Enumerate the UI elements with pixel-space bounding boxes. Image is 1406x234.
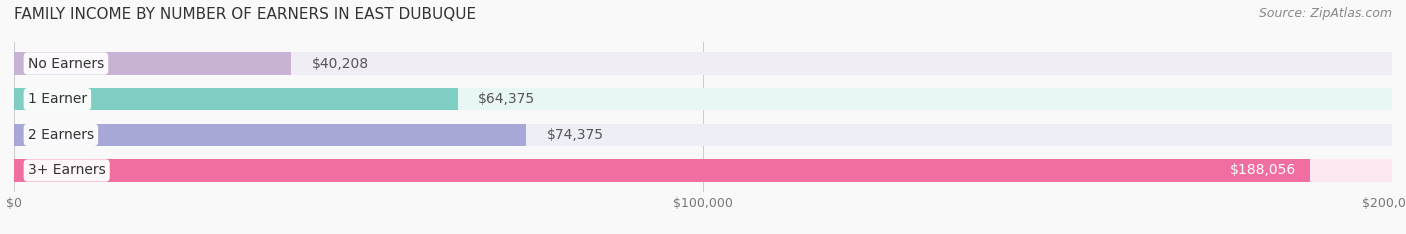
Text: $188,056: $188,056 [1230, 164, 1296, 177]
Text: Source: ZipAtlas.com: Source: ZipAtlas.com [1258, 7, 1392, 20]
Bar [14, 88, 1392, 110]
Bar [14, 124, 526, 146]
Bar [14, 124, 1392, 146]
Text: 1 Earner: 1 Earner [28, 92, 87, 106]
Text: $40,208: $40,208 [312, 57, 368, 70]
Bar [14, 159, 1392, 182]
Text: No Earners: No Earners [28, 57, 104, 70]
Text: $74,375: $74,375 [547, 128, 605, 142]
Bar [14, 52, 1392, 75]
Text: $64,375: $64,375 [478, 92, 536, 106]
Bar [14, 88, 457, 110]
Text: 3+ Earners: 3+ Earners [28, 164, 105, 177]
Text: FAMILY INCOME BY NUMBER OF EARNERS IN EAST DUBUQUE: FAMILY INCOME BY NUMBER OF EARNERS IN EA… [14, 7, 477, 22]
Bar [14, 159, 1309, 182]
Bar [14, 52, 291, 75]
Text: 2 Earners: 2 Earners [28, 128, 94, 142]
